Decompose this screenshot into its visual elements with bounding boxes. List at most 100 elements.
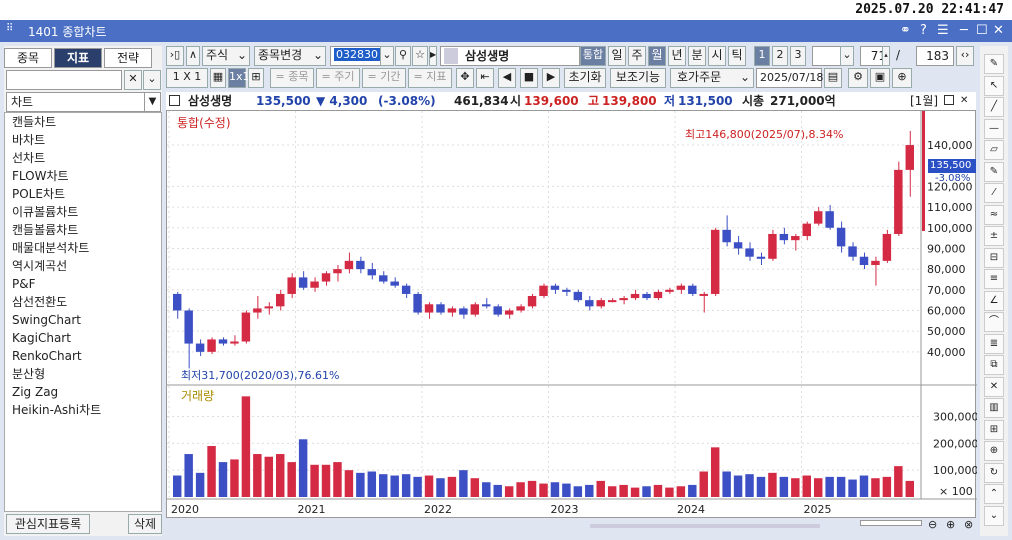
cursor-icon[interactable]: ↖ [984, 75, 1004, 96]
table-icon[interactable]: ⊞ [248, 68, 264, 88]
arc-icon[interactable]: ⌒ [984, 312, 1004, 332]
indicator-item[interactable]: 분산형 [12, 367, 46, 381]
move-icon[interactable]: ✥ [456, 68, 474, 88]
category-select[interactable]: 차트 ▼ [6, 92, 161, 112]
close-chart-icon[interactable]: ✕ [960, 95, 969, 106]
fib-icon[interactable]: ≡ [984, 269, 1004, 289]
minimize-icon[interactable]: ─ [960, 23, 968, 38]
period-button[interactable]: 분 [688, 46, 706, 66]
calendar-icon[interactable]: ▤ [824, 68, 842, 88]
chevron-down-icon[interactable]: ⌄ [380, 46, 394, 66]
page-number-button[interactable]: 3 [790, 46, 806, 66]
star-icon[interactable]: ☆ [412, 46, 428, 66]
pen-icon[interactable]: ✎ [984, 54, 1004, 74]
period-button[interactable]: 월 [648, 46, 666, 66]
list-icon[interactable]: ≣ [984, 333, 1004, 354]
stock-code-input[interactable]: 032830 [330, 46, 392, 66]
grid-icon[interactable]: ▦ [210, 68, 226, 88]
period-button[interactable]: 년 [668, 46, 686, 66]
info-checkbox[interactable] [169, 95, 180, 106]
angle-icon[interactable]: ∠ [984, 290, 1004, 311]
plusminus-icon[interactable]: ± [984, 226, 1004, 246]
total-input[interactable]: 183 [916, 46, 954, 66]
period-button[interactable]: 일 [608, 46, 626, 66]
spinner-icon[interactable]: ▴ [882, 46, 890, 66]
change-stock-select[interactable]: 종목변경 ⌄ [254, 46, 326, 66]
zoom-out-icon[interactable]: ⊖ [928, 518, 938, 531]
brush-icon[interactable]: ✎ [984, 161, 1004, 182]
tab-strategy[interactable]: 전략 [104, 48, 152, 68]
delete-button[interactable]: 삭제 [128, 514, 162, 534]
indicator-item[interactable]: P&F [12, 277, 36, 291]
period-button[interactable]: 주 [628, 46, 646, 66]
tab-indicator[interactable]: 지표 [54, 48, 102, 68]
unified-button[interactable]: 통합 [580, 46, 606, 66]
scroll-up-icon[interactable]: ⌃ [984, 484, 1004, 504]
date-input[interactable]: 2025/07/18 [756, 68, 823, 88]
prev-icon[interactable]: ◀ [498, 68, 516, 88]
play-icon[interactable]: ▶ [429, 46, 437, 66]
indicator-item[interactable]: 매물대분석차트 [12, 241, 90, 255]
period-button[interactable]: 틱 [728, 46, 746, 66]
sync-option[interactable]: = 지표 [408, 68, 452, 88]
copy-icon[interactable]: ⧉ [984, 355, 1004, 375]
box-icon[interactable]: ⊟ [984, 247, 1004, 268]
indicator-item[interactable]: 캔들차트 [12, 115, 57, 129]
chevron-down-icon[interactable]: ⌄ [840, 46, 854, 66]
sync-option[interactable]: = 종목 [270, 68, 314, 88]
indicator-search-input[interactable] [6, 70, 122, 90]
toggle-panel-button[interactable]: ›▯ [166, 46, 184, 66]
settings-icon[interactable]: ⚙ [848, 68, 868, 88]
indicator-item[interactable]: 역시계곡선 [12, 259, 68, 273]
indicator-item[interactable]: 이큐볼륨차트 [12, 205, 79, 219]
zoom-in-icon[interactable]: ⊕ [946, 518, 956, 531]
sync-option[interactable]: = 기간 [362, 68, 406, 88]
link-icon[interactable]: ⚭ [900, 23, 911, 38]
stop-icon[interactable]: ■ [520, 68, 538, 88]
indicator-item[interactable]: SwingChart [12, 313, 81, 327]
indicator-item[interactable]: Heikin-Ashi차트 [12, 403, 102, 417]
add-icon[interactable]: ⊕ [984, 441, 1004, 461]
refresh-icon[interactable]: ↻ [984, 462, 1004, 483]
add-chart-icon[interactable]: ⊕ [892, 68, 912, 88]
horizontal-scrollbar[interactable] [590, 524, 820, 528]
indicator-item[interactable]: KagiChart [12, 331, 71, 345]
save-icon[interactable]: ▣ [870, 68, 890, 88]
indicator-item[interactable]: 선차트 [12, 151, 46, 165]
tab-stock[interactable]: 종목 [4, 48, 52, 68]
first-icon[interactable]: ⇤ [476, 68, 494, 88]
page-number-button[interactable]: 1 [754, 46, 770, 66]
indicator-item[interactable]: 캔들볼륨차트 [12, 223, 79, 237]
options-icon[interactable]: ☰ [937, 23, 949, 38]
sync-option[interactable]: = 주기 [316, 68, 360, 88]
indicator-item[interactable]: POLE차트 [12, 187, 66, 201]
zoom-slider[interactable] [860, 520, 922, 526]
maximize-icon[interactable]: ☐ [976, 23, 988, 38]
wave-icon[interactable]: ≈ [984, 204, 1004, 225]
search-icon[interactable]: ⚲ [395, 46, 411, 66]
clear-icon[interactable]: ✕ [124, 70, 142, 90]
up-arrow-icon[interactable]: ∧ [186, 46, 200, 66]
restore-icon[interactable] [944, 95, 954, 105]
help-icon[interactable]: ? [920, 23, 927, 38]
eraser-icon[interactable]: ▱ [984, 140, 1004, 160]
layout-1x1-button[interactable]: 1x1 [228, 68, 250, 88]
grid-icon[interactable]: ⊞ [984, 419, 1004, 440]
close-icon[interactable]: ✕ [993, 23, 1004, 38]
line-icon[interactable]: ╱ [984, 97, 1004, 117]
indicator-item[interactable]: Zig Zag [12, 385, 59, 399]
chart-area[interactable]: 140,000 120,000 110,000 100,000 90,000 80,000… [166, 110, 979, 518]
next-icon[interactable]: ▶ [542, 68, 560, 88]
chevron-down-icon[interactable]: ▼ [144, 93, 160, 111]
page-number-button[interactable]: 2 [772, 46, 788, 66]
window-menu-icon[interactable]: ⠿ [6, 23, 14, 34]
period-button[interactable]: 시 [708, 46, 726, 66]
indicator-item[interactable]: 바차트 [12, 133, 46, 147]
trend-icon[interactable]: ⁄ [984, 183, 1004, 203]
indicator-item[interactable]: 삼선전환도 [12, 295, 68, 309]
hline-icon[interactable]: — [984, 118, 1004, 139]
bars-icon[interactable]: ▥ [984, 398, 1004, 418]
register-indicator-button[interactable]: 관심지표등록 [6, 514, 90, 534]
expand-icon[interactable]: ‹› [956, 46, 974, 66]
reset-button[interactable]: 초기화 [564, 68, 606, 88]
